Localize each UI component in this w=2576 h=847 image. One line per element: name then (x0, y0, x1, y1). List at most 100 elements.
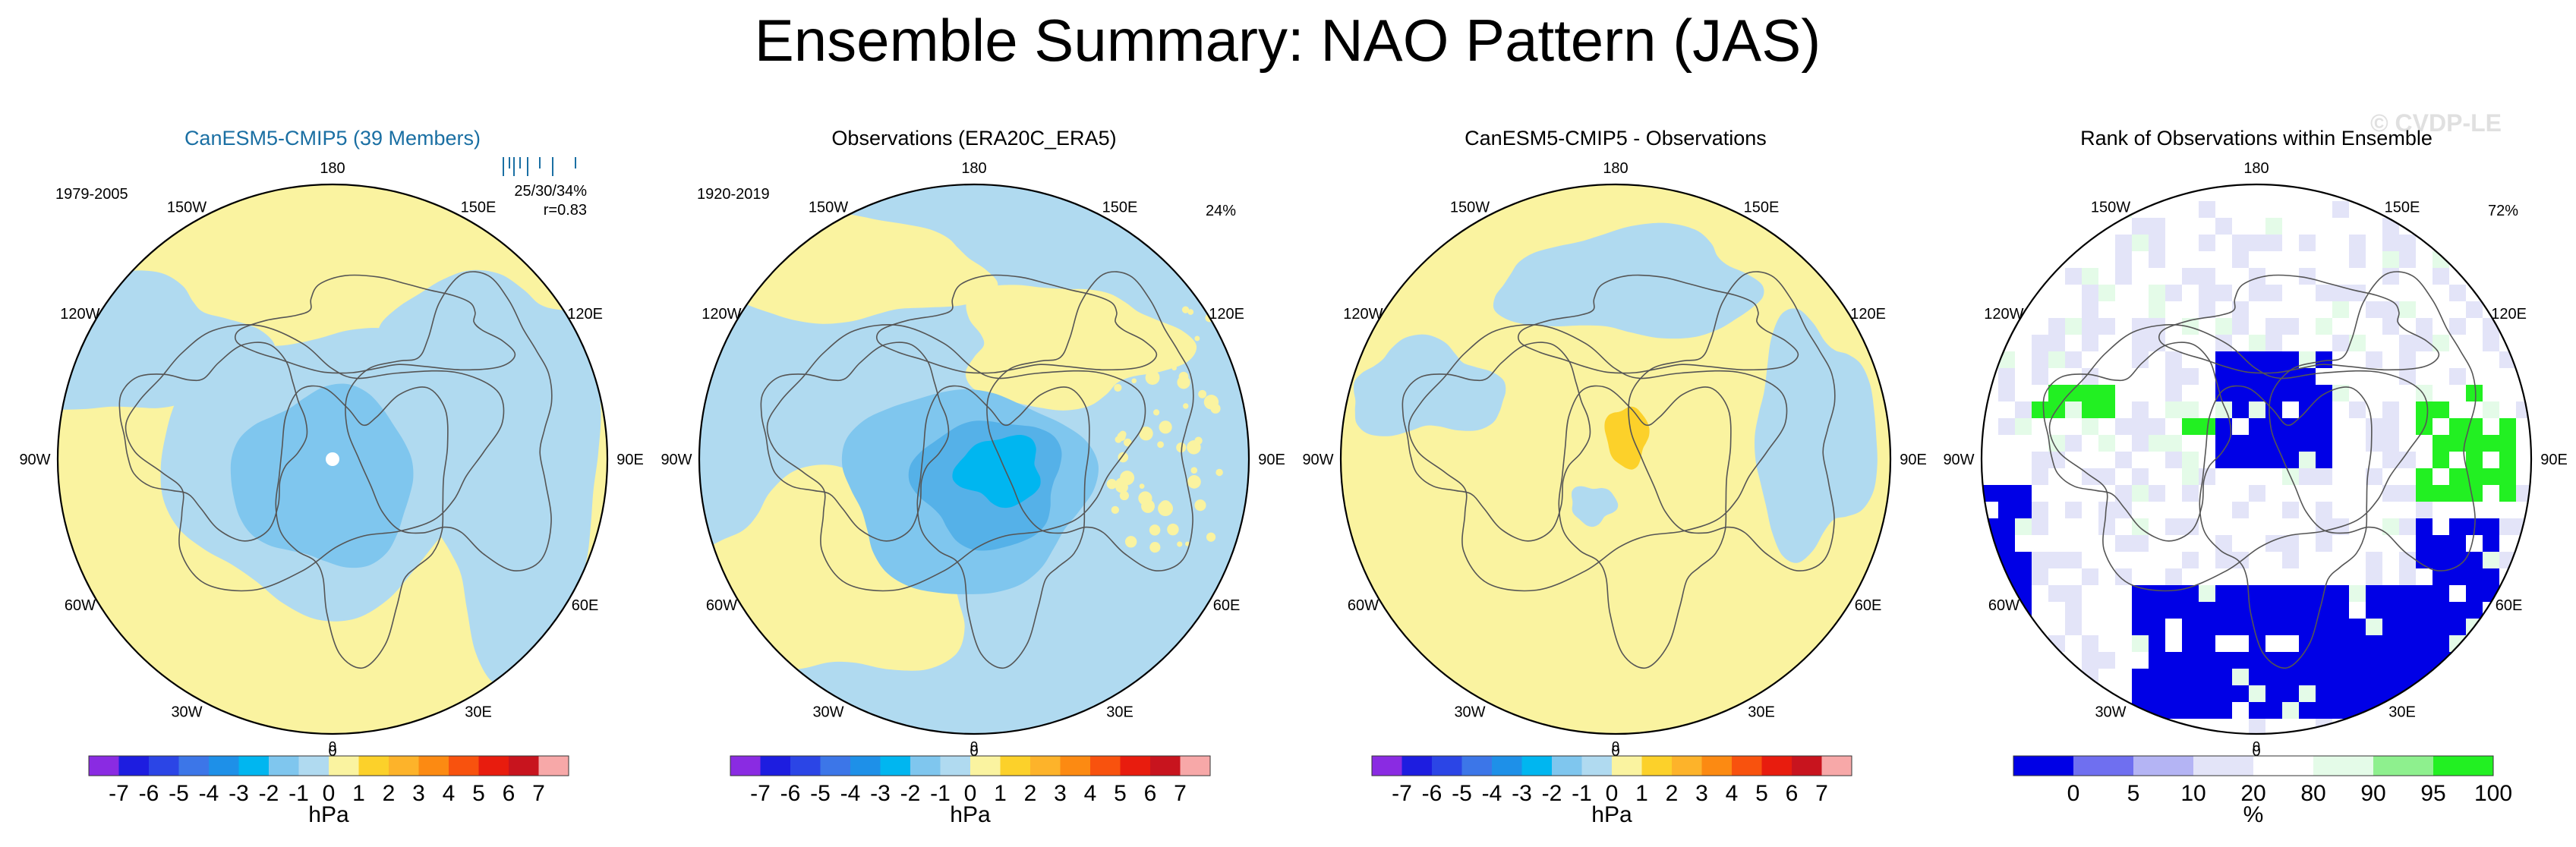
rank-cell (1998, 619, 2015, 635)
rank-cell (2265, 585, 2282, 602)
panel-2: 180 150E 120E 90E 60E 30E 0 30W 60W 90W 120W 150W Ob… (661, 127, 1285, 827)
rank-cell (2433, 452, 2449, 468)
longitude-label: 90W (661, 452, 692, 468)
rank-cell (2349, 619, 2366, 635)
positive-anomaly-speckle (1181, 306, 1190, 313)
colorbar-tick-label: -7 (1392, 781, 1412, 806)
colorbar-tick-label: 2 (1666, 781, 1679, 806)
rank-cell (2199, 301, 2215, 318)
rank-cell (2115, 485, 2132, 502)
positive-anomaly-speckle (1115, 477, 1127, 490)
positive-anomaly-speckle (1187, 475, 1201, 489)
rank-cell (2265, 619, 2282, 635)
rank-cell (2265, 218, 2282, 235)
rank-cell (2416, 702, 2433, 719)
rank-cell (2466, 585, 2483, 602)
colorbar-tick-label: 3 (412, 781, 425, 806)
longitude-label: 60E (1213, 597, 1241, 614)
rank-cell (2416, 552, 2433, 568)
colorbar-swatch (269, 756, 299, 776)
rank-cell (2382, 652, 2399, 669)
rank-cell (2316, 418, 2332, 435)
rank-cell (2232, 652, 2249, 669)
rank-cell (2082, 268, 2098, 285)
coastline (2048, 324, 2429, 592)
positive-anomaly-speckle (1124, 438, 1132, 447)
rank-cell (2232, 235, 2249, 251)
panel-title: Rank of Observations within Ensemble (2080, 127, 2433, 150)
rank-cell (2399, 568, 2416, 585)
rank-cell (2316, 518, 2332, 535)
rank-cell (2082, 635, 2098, 652)
longitude-label: 30W (2095, 704, 2126, 721)
positive-anomaly-speckle (1139, 427, 1153, 441)
rank-cell (2332, 301, 2349, 318)
rank-cell (2499, 518, 2516, 535)
longitude-label: 120W (1984, 306, 2023, 323)
rank-cell (2048, 635, 2065, 652)
rank-cell (2132, 218, 2149, 235)
rank-cell (2382, 669, 2399, 685)
rank-cell (2282, 435, 2299, 452)
rank-cell (2199, 635, 2215, 652)
rank-cell (2115, 452, 2132, 468)
positive-anomaly-speckle (1111, 505, 1120, 515)
rank-cell (2265, 368, 2282, 385)
rank-cell (2416, 518, 2433, 535)
rank-cell (2132, 535, 2149, 552)
colorbar-tick-label: -2 (1542, 781, 1562, 806)
rank-cell (2032, 368, 2048, 385)
rank-cell (2249, 435, 2265, 452)
longitude-label: 60E (572, 597, 599, 614)
rank-cell (1982, 568, 1998, 585)
rank-cell (2232, 351, 2249, 368)
rank-cell (2199, 235, 2215, 251)
rank-cell (2082, 368, 2098, 385)
rank-cell (2032, 669, 2048, 685)
colorbar-swatch (1000, 756, 1031, 776)
longitude-label: 90E (1900, 452, 1927, 468)
rank-cell (2082, 568, 2098, 585)
rank-cell (2098, 401, 2115, 418)
rank-cell (2232, 585, 2249, 602)
rank-cell (2115, 719, 2132, 734)
colorbar-unit: hPa (308, 802, 349, 827)
colorbar-tick-label: 7 (532, 781, 545, 806)
colorbar-tick-label: 95 (2420, 781, 2445, 806)
rank-cell (2282, 318, 2299, 335)
rank-cell (2065, 318, 2082, 335)
positive-anomaly-speckle (1159, 420, 1172, 434)
rank-cell (2149, 301, 2165, 318)
rank-cell (1998, 485, 2015, 502)
longitude-label: 90W (19, 452, 50, 468)
rank-cell (2149, 669, 2165, 685)
rank-cell (2199, 585, 2215, 602)
rank-cell (2132, 318, 2149, 335)
rank-cell (2416, 335, 2433, 351)
rank-cell (2499, 452, 2516, 468)
colorbar-tick-label: 4 (443, 781, 456, 806)
rank-cell (2215, 418, 2232, 435)
rank-cell (2299, 235, 2316, 251)
rank-cell (2449, 685, 2466, 702)
coastline (2199, 385, 2373, 669)
map-boundary (56, 183, 609, 735)
map-field (1982, 184, 2531, 734)
negative-anomaly-region (1755, 308, 1878, 563)
colorbar-tick-label: 20 (2240, 781, 2265, 806)
colorbar-tick-label: 0 (964, 781, 977, 806)
rank-cell (2165, 669, 2182, 685)
rank-cell (2516, 485, 2531, 502)
period-label: 1979-2005 (55, 186, 128, 203)
rank-cell (2232, 318, 2249, 335)
rank-cell (2366, 652, 2382, 669)
spread-ticks (503, 157, 576, 176)
rank-cell (2082, 652, 2098, 669)
rank-cell (2416, 635, 2433, 652)
rank-cell (2032, 452, 2048, 468)
colorbar-swatch (910, 756, 941, 776)
rank-cell (2499, 418, 2516, 435)
rank-cell (2165, 652, 2182, 669)
rank-cell (2249, 602, 2265, 619)
colorbar-swatch (1521, 756, 1553, 776)
